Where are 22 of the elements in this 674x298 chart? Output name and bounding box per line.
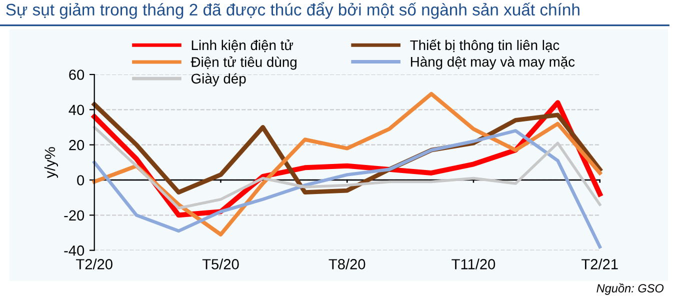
x-tick-label: T2/21: [582, 258, 618, 270]
legend-label: Hàng dệt may và may mặc: [410, 56, 575, 70]
line-series: [92, 92, 602, 236]
chart-title: Sự sụt giảm trong tháng 2 đã được thúc đẩy bởi một số ngành sản xuất chính: [6, 2, 580, 19]
text: Nguồn: GSO: [596, 283, 664, 295]
line-series: [92, 126, 602, 210]
x-tick-label: T5/20: [202, 258, 239, 270]
x-tick-label: T2/20: [76, 258, 112, 270]
legend-label: Thiết bị thông tin liên lạc: [410, 39, 560, 53]
y-tick-label: 0: [77, 175, 84, 186]
y-axis-title: y/y%: [44, 147, 58, 178]
line-series: [92, 129, 602, 248]
x-tick-label: T8/20: [328, 258, 366, 270]
legend-label: Điện tử tiêu dùng: [190, 56, 296, 70]
y-tick-label: 20: [69, 140, 84, 150]
x-tick-label: T11/20: [452, 258, 496, 270]
legend-label: Linh kiện điện tử: [192, 39, 294, 52]
y-tick-label: 40: [68, 104, 84, 116]
y-tick-label: -40: [64, 245, 84, 256]
y-tick-label: -20: [64, 210, 84, 221]
legend-label: Giày dép: [191, 73, 246, 86]
y-tick-label: 60: [69, 70, 84, 80]
